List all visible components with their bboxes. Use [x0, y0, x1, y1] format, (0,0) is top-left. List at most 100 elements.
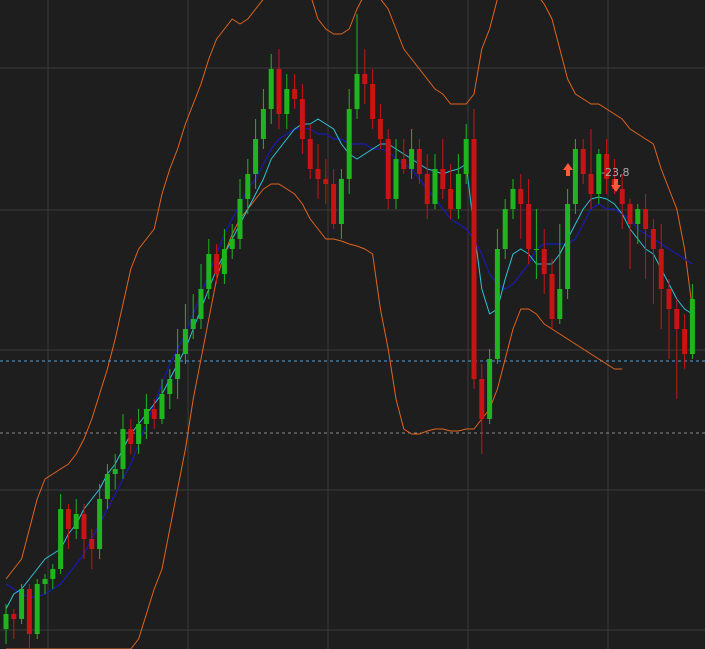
bullish-candle — [284, 74, 290, 129]
candle-body — [331, 184, 337, 224]
bullish-candle — [120, 414, 126, 479]
candle-body — [565, 204, 571, 289]
candle-body — [409, 149, 415, 169]
candle-body — [440, 169, 446, 189]
bullish-candle — [268, 54, 274, 124]
candle-body — [182, 329, 188, 354]
candle-body — [167, 379, 173, 394]
candle-body — [276, 69, 282, 114]
bullish-candle — [206, 239, 212, 299]
candle-body — [370, 84, 376, 119]
candle-body — [401, 159, 407, 169]
candle-body — [549, 274, 555, 319]
candle-body — [354, 74, 360, 109]
bearish-candle — [370, 69, 376, 129]
bullish-candle — [73, 499, 79, 539]
candle-body — [432, 169, 438, 204]
bullish-candle — [510, 179, 516, 219]
bullish-candle — [253, 119, 259, 189]
bullish-candle — [112, 454, 118, 489]
bullish-candle — [572, 139, 578, 214]
bearish-candle — [627, 199, 633, 269]
candle-body — [315, 169, 321, 179]
bullish-candle — [338, 169, 344, 239]
bearish-candle — [440, 139, 446, 199]
candle-body — [81, 514, 87, 539]
candle-body — [377, 119, 383, 139]
candle-body — [19, 589, 25, 619]
bullish-candle — [393, 139, 399, 209]
bearish-candle — [151, 399, 157, 429]
arrow-shape — [563, 163, 573, 176]
candle-body — [65, 509, 71, 529]
candle-body — [666, 289, 672, 309]
bollinger-bands — [5, 0, 693, 649]
candle-body — [73, 514, 79, 529]
bullish-candle — [455, 154, 461, 219]
bullish-candle — [494, 229, 500, 364]
candle-body — [50, 569, 56, 579]
candle-body — [42, 579, 48, 584]
candle-body — [260, 109, 266, 139]
candle-body — [268, 69, 274, 109]
candle-body — [128, 429, 134, 444]
sell-arrow-icon — [611, 179, 621, 192]
bearish-candle — [424, 154, 430, 219]
bearish-candle — [541, 229, 547, 294]
bearish-candle — [331, 169, 337, 229]
bullish-candle — [409, 129, 415, 179]
candle-body — [557, 289, 563, 319]
candle-body — [502, 209, 508, 249]
candle-body — [510, 189, 516, 209]
bullish-candle — [42, 574, 48, 594]
bearish-candle — [674, 299, 680, 399]
bearish-candle — [307, 124, 313, 179]
bullish-candle — [533, 209, 539, 279]
candle-body — [541, 249, 547, 274]
candle-body — [175, 354, 181, 379]
candle-body — [284, 89, 290, 114]
trade-signals: -23,8 — [563, 163, 629, 192]
bullish-candle — [50, 564, 56, 589]
bearish-candle — [214, 244, 220, 284]
bearish-candle — [315, 144, 321, 199]
candle-body — [190, 319, 196, 329]
bullish-candle — [221, 229, 227, 284]
candle-body — [682, 329, 688, 354]
bearish-candle — [292, 74, 298, 109]
bullish-candle — [502, 199, 508, 259]
candle-body — [487, 359, 493, 419]
candle-body — [104, 474, 110, 499]
bullish-candle — [175, 329, 181, 399]
bullish-candle — [58, 494, 64, 574]
bearish-candle — [518, 174, 524, 239]
bearish-candle — [448, 164, 454, 219]
bearish-candle — [276, 49, 282, 129]
candle-body — [143, 409, 149, 424]
bullish-candle — [260, 89, 266, 149]
bullish-candle — [104, 464, 110, 509]
candle-body — [136, 424, 142, 444]
candle-body — [338, 179, 344, 224]
candle-body — [151, 409, 157, 419]
bullish-candle — [557, 224, 563, 324]
bearish-candle — [526, 179, 532, 264]
candle-body — [448, 189, 454, 209]
candle-body — [424, 174, 430, 204]
bearish-candle — [479, 364, 485, 454]
candle-body — [253, 139, 259, 174]
candle-body — [416, 149, 422, 174]
bearish-candle — [26, 584, 32, 649]
trade-pl-label: -23,8 — [601, 166, 629, 179]
candle-body — [674, 309, 680, 329]
candle-body — [214, 254, 220, 274]
candle-body — [494, 249, 500, 359]
bearish-candle — [385, 129, 391, 209]
candle-body — [120, 429, 126, 469]
bullish-candle — [190, 294, 196, 339]
candle-body — [221, 249, 227, 274]
bullish-candle — [229, 224, 235, 259]
